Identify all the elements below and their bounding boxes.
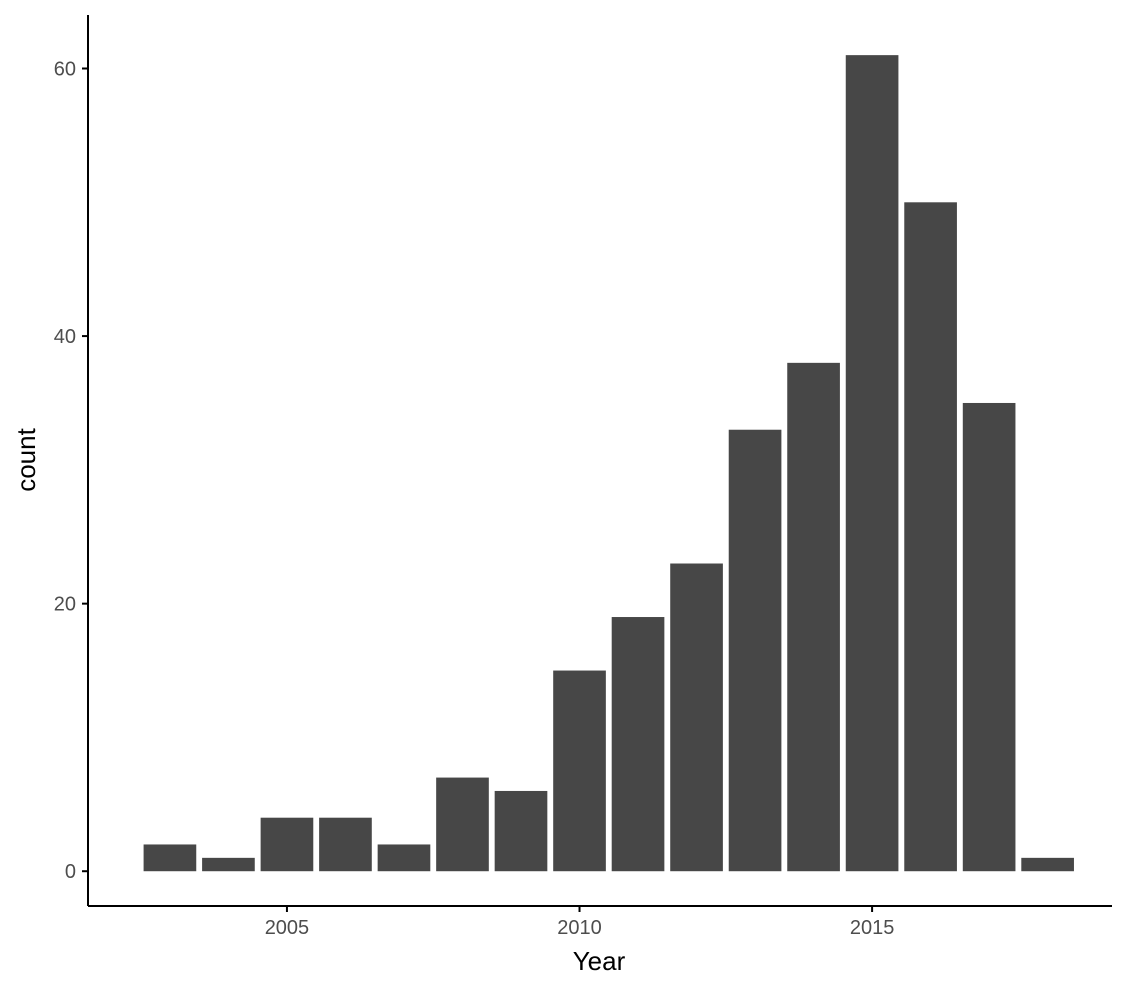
bars-group <box>143 55 1074 872</box>
bar-2011 <box>611 617 665 872</box>
y-axis-ticks: 0 20 40 60 <box>54 59 88 883</box>
bar-2008 <box>436 777 489 872</box>
bar-2010 <box>553 670 606 872</box>
x-tick-label: 2015 <box>850 917 895 939</box>
bar-2003 <box>143 844 197 872</box>
y-tick-label: 0 <box>65 861 76 883</box>
bar-2013 <box>728 429 782 872</box>
bar-2014 <box>787 362 840 872</box>
bar-2004 <box>202 857 255 872</box>
x-tick-label: 2005 <box>265 917 310 939</box>
bar-2005 <box>260 817 314 872</box>
bar-2017 <box>962 402 1016 872</box>
y-tick-label: 20 <box>54 594 76 616</box>
bar-2007 <box>377 844 431 872</box>
bar-2012 <box>670 563 723 872</box>
bar-2006 <box>319 817 372 872</box>
y-tick-label: 60 <box>54 59 76 81</box>
bar-2016 <box>904 202 957 872</box>
y-tick-label: 40 <box>54 326 76 348</box>
bar-2018 <box>1021 857 1074 872</box>
bar-2015 <box>845 55 899 872</box>
y-axis-title: count <box>11 427 41 491</box>
x-tick-label: 2010 <box>557 917 602 939</box>
bar-2009 <box>494 790 548 872</box>
x-axis-ticks: 2005 2010 2015 <box>265 906 895 939</box>
x-axis-title: Year <box>573 946 626 976</box>
